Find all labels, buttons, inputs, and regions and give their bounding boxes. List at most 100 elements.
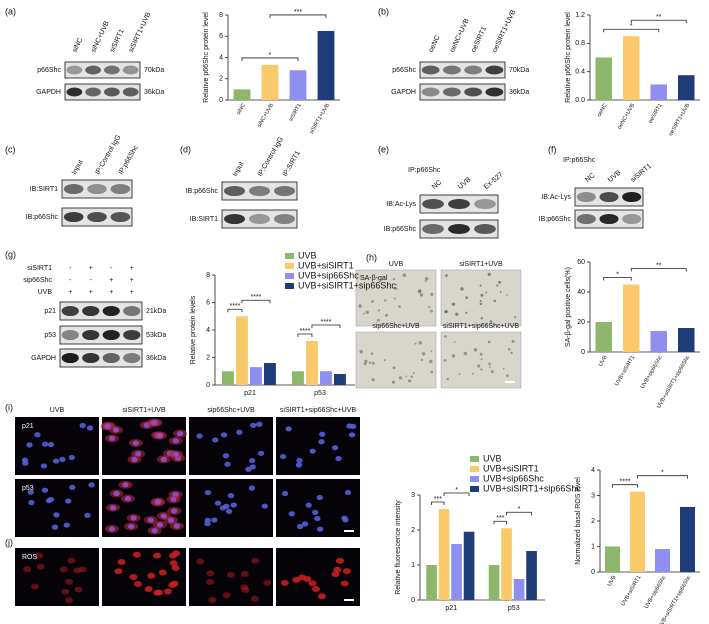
blot-band	[249, 213, 270, 225]
row-label: IB:p66Shc	[384, 226, 417, 233]
blot-band	[576, 213, 596, 225]
y-axis-label: Normalized basal ROS level	[575, 477, 582, 565]
x-tick-label: UVB+sip66Shc	[644, 575, 668, 610]
y-tick-label: 0.8	[575, 40, 585, 47]
legend-swatch	[285, 273, 294, 279]
significance-label: ****	[250, 294, 261, 301]
cell	[430, 350, 433, 352]
lane-label: oeSIRT1	[470, 26, 488, 54]
legend-swatch	[470, 466, 479, 472]
nucleus	[53, 512, 60, 518]
ros-cell	[30, 583, 39, 590]
cell	[412, 372, 415, 375]
legend-label: UVB+sip66Shc	[483, 473, 544, 483]
ros-cell	[74, 586, 83, 593]
condition-mark: +	[68, 289, 72, 296]
significance-bracket	[297, 333, 313, 337]
legend-swatch	[285, 253, 294, 259]
significance-label: *	[630, 23, 633, 30]
cell	[488, 362, 491, 366]
y-axis-label: Relative fluorescence intensity	[395, 500, 402, 595]
nucleus	[122, 482, 129, 488]
column-title: siSIRT1+sip66Shc+UVB	[280, 407, 356, 414]
blot-strip	[64, 83, 141, 101]
nucleus	[41, 441, 49, 447]
ros-cell	[78, 566, 87, 573]
ros-cell	[133, 580, 142, 587]
nucleus	[170, 496, 177, 502]
ros-cell	[312, 585, 321, 592]
blot-band	[61, 329, 79, 341]
ros-cell	[132, 551, 141, 558]
cell	[498, 280, 501, 284]
column-title: sip66Shc+UVB	[207, 407, 255, 414]
nucleus	[331, 445, 339, 451]
cell	[455, 312, 459, 316]
cell	[377, 318, 380, 322]
blot-strip	[59, 348, 143, 368]
cell	[410, 375, 413, 378]
y-tick-label: 3	[591, 492, 595, 499]
significance-label: *	[518, 506, 521, 513]
bar	[650, 331, 667, 352]
nucleus	[173, 523, 181, 529]
nucleus	[68, 454, 75, 461]
cell	[473, 348, 478, 352]
blot-band	[442, 87, 461, 97]
bar	[261, 64, 279, 100]
nucleus	[84, 512, 91, 518]
size-label: 70kDa	[509, 67, 529, 74]
x-tick-label: oeSIRT1+UVB	[668, 102, 691, 137]
blot-band	[110, 183, 131, 195]
blot-band	[82, 329, 100, 341]
nucleus	[34, 432, 41, 438]
nucleus	[204, 517, 211, 523]
y-tick-label: 1	[411, 562, 415, 569]
nucleus	[63, 522, 70, 528]
nucleus	[172, 451, 180, 457]
blot-band	[622, 213, 642, 225]
nucleus	[342, 517, 349, 523]
bar	[488, 565, 500, 600]
condition-mark: +	[130, 265, 134, 272]
nucleus	[45, 498, 53, 504]
bar	[680, 506, 695, 572]
cell	[377, 309, 381, 312]
nucleus	[86, 425, 94, 431]
cell	[511, 339, 515, 343]
nucleus	[250, 422, 257, 428]
blot-band	[104, 87, 120, 97]
nucleus	[176, 431, 184, 437]
blot-band	[421, 87, 440, 97]
y-tick-label: 1	[591, 543, 595, 550]
blot-band	[123, 305, 141, 317]
bar	[650, 84, 667, 100]
column-title: UVB	[50, 407, 65, 414]
lane-label: oeNC+UVB	[449, 17, 471, 53]
significance-label: *	[661, 470, 664, 477]
y-tick-label: 0	[581, 349, 585, 356]
nucleus	[134, 451, 142, 457]
ros-cell	[317, 593, 326, 600]
cell	[424, 280, 427, 283]
nucleus	[130, 515, 137, 521]
bar	[233, 89, 251, 100]
nucleus	[248, 485, 256, 491]
blot-band	[102, 352, 120, 364]
nucleus	[281, 490, 289, 497]
bar	[595, 322, 612, 352]
nucleus	[27, 489, 34, 495]
bar	[605, 546, 620, 572]
legend-label: UVB+siSIRT1	[483, 463, 539, 473]
cell	[489, 320, 493, 323]
cell	[480, 368, 483, 371]
legend-swatch	[470, 476, 479, 482]
blot-strip	[64, 61, 141, 79]
blot-strip	[61, 179, 133, 199]
blot-band	[599, 213, 619, 225]
blot-band	[224, 185, 245, 197]
y-tick-label: 0	[411, 597, 415, 604]
nucleus	[21, 457, 29, 463]
blot-band	[485, 87, 504, 97]
